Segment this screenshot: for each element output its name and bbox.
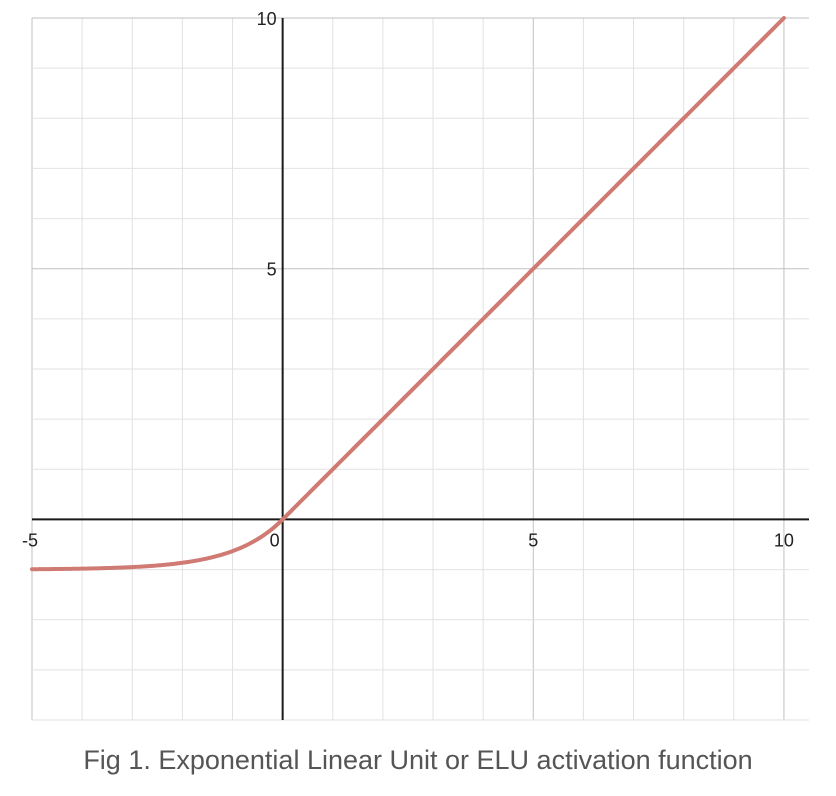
elu-curve-series-0 xyxy=(30,16,786,572)
axes xyxy=(32,18,809,720)
x-tick-label: 5 xyxy=(528,530,538,550)
x-tick-label: 0 xyxy=(270,530,280,550)
elu-chart: -5 0 5 10 5 10 xyxy=(22,9,809,721)
curve-layer xyxy=(30,16,786,572)
y-tick-label: 5 xyxy=(267,260,277,280)
y-tick-label: 10 xyxy=(257,9,277,29)
grid xyxy=(31,17,809,721)
figure-caption: Fig 1. Exponential Linear Unit or ELU ac… xyxy=(83,745,753,775)
x-tick-label: -5 xyxy=(22,530,38,550)
x-tick-label: 10 xyxy=(774,530,794,550)
tick-labels: -5 0 5 10 5 10 xyxy=(22,9,794,550)
